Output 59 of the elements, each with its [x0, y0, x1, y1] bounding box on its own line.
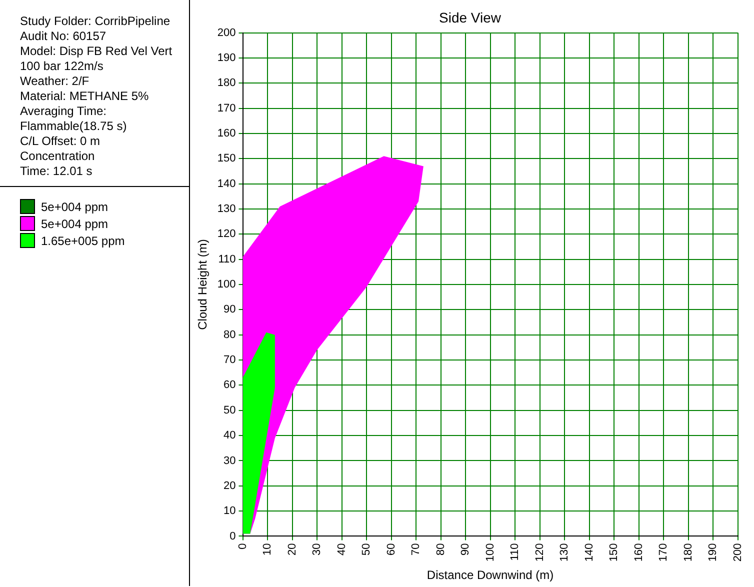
text: Time: 12.01 s: [20, 164, 94, 179]
x-tick-label: 20: [286, 543, 298, 556]
text: Audit No: 60157: [20, 29, 108, 44]
text: Averaging Time:: [20, 104, 108, 119]
legend-label: 1.65e+005 ppm: [41, 234, 125, 248]
y-tick-label: 200: [217, 26, 236, 39]
y-tick-label: 180: [217, 77, 236, 90]
legend-label: 5e+004 ppm: [41, 200, 108, 214]
x-tick-label: 30: [311, 543, 324, 556]
text: C/L Offset: 0 m: [20, 134, 102, 149]
x-tick-label: 120: [534, 543, 546, 562]
y-tick-label: 20: [224, 480, 236, 492]
y-tick-label: 80: [224, 328, 236, 341]
x-tick-label: 200: [732, 543, 744, 562]
x-tick-label: 40: [336, 543, 348, 556]
x-tick-label: 100: [484, 543, 496, 562]
x-tick-label: 160: [632, 543, 645, 562]
x-tick-label: 140: [583, 543, 596, 562]
y-axis-title: Cloud Height (m): [196, 239, 210, 330]
y-tick-label: 110: [218, 253, 236, 266]
y-tick-label: 190: [217, 52, 236, 64]
y-tick-label: 70: [224, 354, 236, 366]
x-tick-label: 10: [262, 543, 274, 556]
x-axis-title: Distance Downwind (m): [426, 568, 554, 582]
x-tick-label: 70: [410, 543, 422, 556]
x-tick-label: 80: [434, 543, 447, 556]
y-tick-label: 90: [224, 304, 236, 316]
y-tick-label: 120: [217, 228, 236, 240]
x-tick-label: 190: [707, 543, 720, 562]
text: Material: METHANE 5%: [20, 89, 150, 104]
x-tick-label: 130: [558, 543, 571, 562]
x-tick-label: 170: [658, 543, 670, 562]
y-tick-label: 10: [224, 505, 236, 518]
y-tick-label: 30: [224, 454, 236, 467]
y-tick-label: 40: [224, 430, 236, 442]
y-tick-label: 0: [230, 530, 236, 542]
text: Study Folder: CorribPipeline: [20, 14, 172, 29]
x-tick-label: 50: [360, 543, 373, 556]
y-tick-label: 100: [217, 278, 236, 291]
text: Concentration: [20, 149, 96, 164]
chart-title: Side View: [438, 9, 502, 26]
text: 100 bar 122m/s: [20, 59, 104, 74]
y-tick-label: 60: [224, 379, 236, 392]
y-tick-label: 140: [217, 178, 236, 190]
legend-label: 5e+004 ppm: [41, 216, 108, 230]
y-tick-label: 170: [217, 102, 236, 114]
x-tick-label: 180: [682, 543, 694, 562]
y-tick-label: 130: [217, 203, 236, 216]
text: Weather: 2/F: [20, 74, 90, 89]
y-tick-label: 50: [224, 404, 236, 416]
x-tick-label: 150: [608, 543, 620, 562]
y-tick-label: 150: [217, 152, 236, 165]
x-tick-label: 110: [509, 543, 522, 561]
x-tick-label: 60: [385, 543, 398, 556]
x-tick-label: 0: [236, 543, 249, 550]
y-tick-label: 160: [217, 128, 236, 140]
text: Model: Disp FB Red Vel Vert: [20, 44, 174, 59]
text: Flammable(18.75 s): [20, 119, 128, 134]
x-tick-label: 90: [460, 543, 472, 556]
